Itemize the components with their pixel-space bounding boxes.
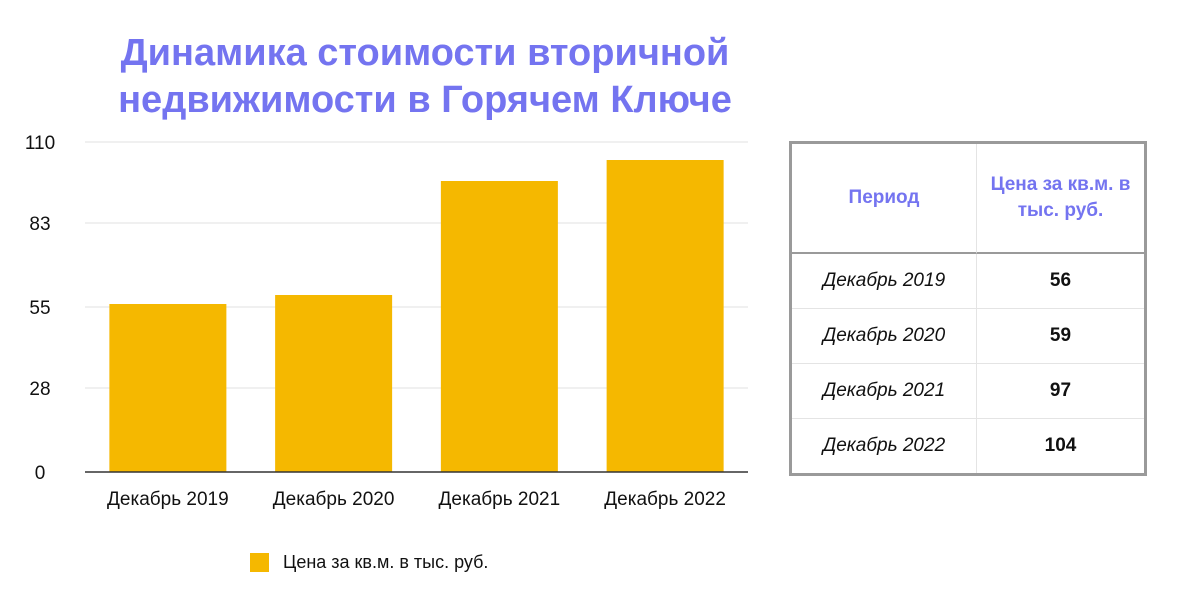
x-tick-label: Декабрь 2021: [439, 489, 561, 510]
y-tick-label: 110: [25, 133, 55, 154]
table-cell-price: 104: [977, 418, 1144, 473]
table-cell-price: 59: [977, 308, 1144, 363]
table-header-row: Период Цена за кв.м. в тыс. руб.: [792, 144, 1144, 254]
x-tick-label: Декабрь 2022: [604, 489, 726, 510]
bar: [440, 181, 558, 472]
table-row: Декабрь 2019 56: [792, 254, 1144, 308]
table-cell-price: 56: [1049, 270, 1072, 291]
x-tick-label: Декабрь 2020: [273, 489, 395, 510]
bar: [109, 304, 227, 472]
table-cell-price: 97: [977, 363, 1144, 418]
x-tick-label: Декабрь 2019: [107, 489, 229, 510]
bar: [275, 295, 393, 472]
table-header-period: Период: [792, 144, 977, 254]
y-tick-label: 28: [29, 379, 50, 400]
legend-swatch: [250, 553, 269, 572]
legend-label: Цена за кв.м. в тыс. руб.: [283, 552, 489, 572]
y-tick-label: 55: [29, 298, 50, 319]
table-cell-period: Декабрь 2021: [792, 363, 977, 418]
table-cell-period: Декабрь 2022: [792, 418, 977, 473]
y-tick-label: 0: [35, 463, 46, 484]
table-row: Декабрь 2020 59: [792, 308, 1144, 363]
table-header-price: Цена за кв.м. в тыс. руб.: [977, 144, 1144, 254]
table-cell-period: Декабрь 2020: [792, 308, 977, 363]
price-table: Период Цена за кв.м. в тыс. руб. Декабрь…: [789, 141, 1147, 476]
table-row: Декабрь 2022 104: [792, 418, 1144, 473]
bar: [606, 160, 724, 472]
chart-legend: Цена за кв.м. в тыс. руб.: [250, 552, 488, 573]
y-tick-label: 83: [29, 214, 50, 235]
chart-title: Динамика стоимости вторичной недвижимост…: [118, 32, 732, 121]
table-cell-period: Декабрь 2019: [792, 254, 977, 308]
bar-chart: 0 28 55 83 110 Декабрь 2019 Декабрь 2020 Декабр…: [25, 133, 748, 510]
table-row: Декабрь 2021 97: [792, 363, 1144, 418]
